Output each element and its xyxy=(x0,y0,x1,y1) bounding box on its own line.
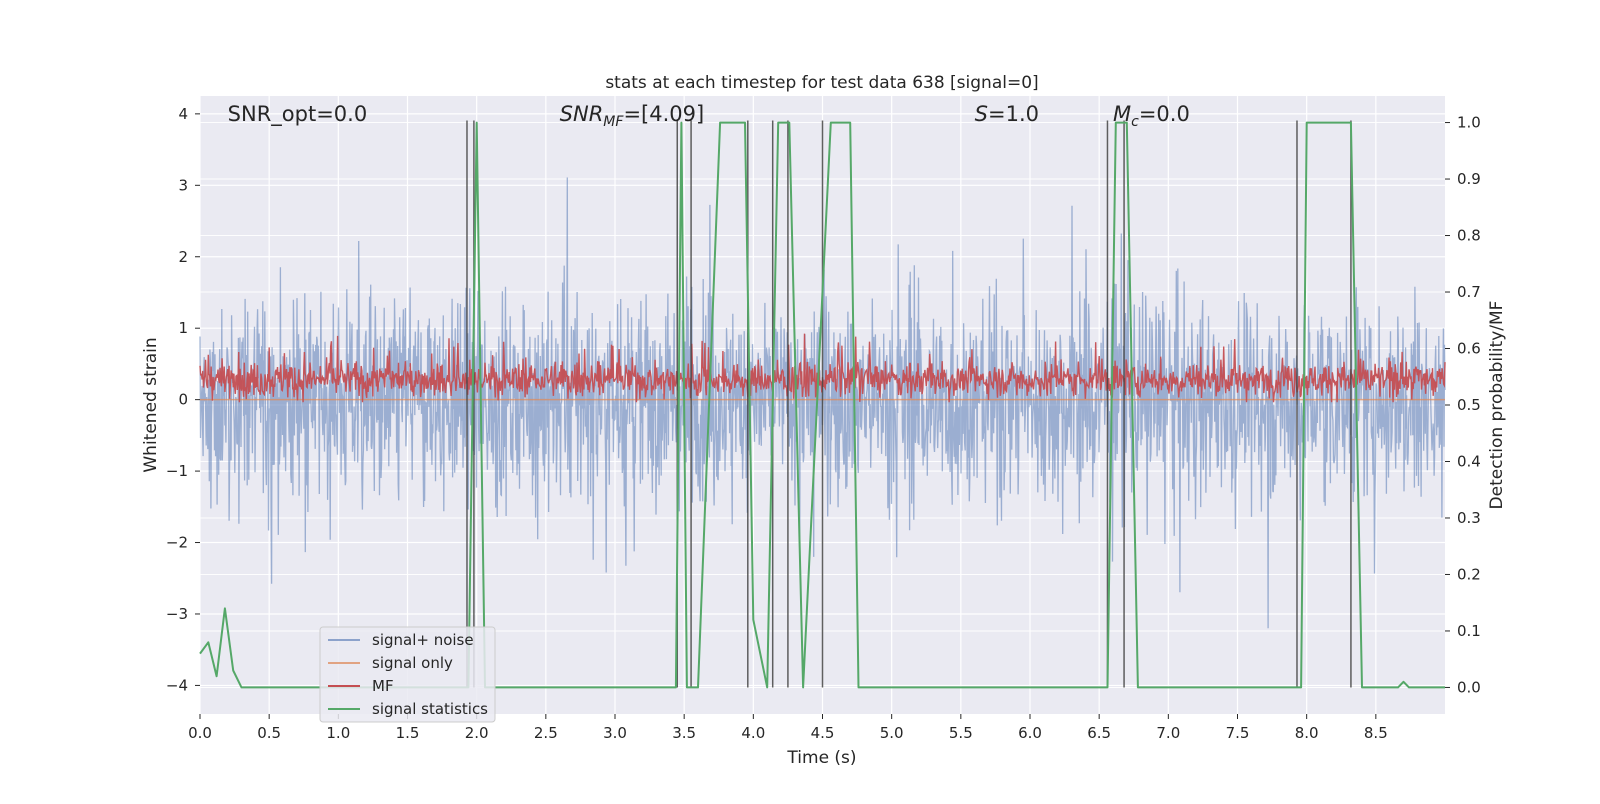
annotation-text: SNR_opt=0.0 xyxy=(228,102,368,127)
annot-layer: SNR_opt=0.0 SNRMF=[4.09] S=1.0 Mc=0.0 xyxy=(228,102,1190,130)
chart-title: stats at each timestep for test data 638… xyxy=(605,73,1038,93)
y-tick-label: −2 xyxy=(166,534,188,552)
y-tick-label: 3 xyxy=(178,176,188,194)
annotation-text: Mc=0.0 xyxy=(1113,102,1190,130)
legend: signal+ noise signal only MF signal stat… xyxy=(319,626,496,723)
annotation-text: SNRMF=[4.09] xyxy=(560,102,705,130)
y-tick-label: −4 xyxy=(166,676,188,694)
x-tick-label: 3.5 xyxy=(672,724,696,742)
y-tick-label: −1 xyxy=(166,462,188,480)
x-tick-label: 5.5 xyxy=(949,724,973,742)
x-tick-label: 5.0 xyxy=(880,724,904,742)
y2-tick-label: 0.9 xyxy=(1457,170,1481,188)
y2-axis-label: Detection probability/MF xyxy=(1487,301,1507,510)
y2-tick-label: 0.8 xyxy=(1457,227,1481,245)
x-tick-label: 6.0 xyxy=(1018,724,1042,742)
legend-label-signal-noise: signal+ noise xyxy=(372,631,474,649)
y2-tick-label: 0.1 xyxy=(1457,622,1481,640)
x-tick-label: 2.0 xyxy=(465,724,489,742)
x-tick-label: 4.0 xyxy=(741,724,765,742)
y-tick-label: 4 xyxy=(178,105,188,123)
y2-tick-label: 0.4 xyxy=(1457,452,1481,470)
y-tick-label: 0 xyxy=(178,391,188,409)
legend-label-mf: MF xyxy=(372,677,394,695)
y-tick-label: −3 xyxy=(166,605,188,623)
y2-tick-label: 0.6 xyxy=(1457,340,1481,358)
y2-tick-label: 0.0 xyxy=(1457,678,1481,696)
y-tick-label: 1 xyxy=(178,319,188,337)
legend-label-signal-only: signal only xyxy=(372,654,453,672)
legend-box xyxy=(319,626,496,723)
x-axis-label: Time (s) xyxy=(786,748,856,768)
x-tick-label: 8.5 xyxy=(1364,724,1388,742)
x-tick-label: 4.5 xyxy=(811,724,835,742)
y2-tick-label: 0.5 xyxy=(1457,396,1481,414)
y-tick-label: 2 xyxy=(178,248,188,266)
y2-tick-label: 0.2 xyxy=(1457,565,1481,583)
x-tick-label: 3.0 xyxy=(603,724,627,742)
x-tick-label: 1.5 xyxy=(396,724,420,742)
annotation-text: S=1.0 xyxy=(975,102,1039,126)
y2-tick-label: 0.7 xyxy=(1457,283,1481,301)
x-tick-label: 6.5 xyxy=(1087,724,1111,742)
x-tick-label: 7.0 xyxy=(1156,724,1180,742)
legend-label-signal-statistics: signal statistics xyxy=(372,700,488,718)
y2-tick-label: 0.3 xyxy=(1457,509,1481,527)
x-tick-label: 1.0 xyxy=(326,724,350,742)
x-tick-label: 0.0 xyxy=(188,724,212,742)
x-tick-label: 2.5 xyxy=(534,724,558,742)
x-tick-label: 8.0 xyxy=(1295,724,1319,742)
tick-layer: 0.0 0.5 1.0 1.5 2.0 2.5 3.0 3.5 4.0 4.5 5.0 5.5 6.0 6… xyxy=(166,105,1481,742)
y2-tick-label: 1.0 xyxy=(1457,114,1481,132)
x-tick-label: 7.5 xyxy=(1226,724,1250,742)
x-tick-label: 0.5 xyxy=(257,724,281,742)
y-axis-label: Whitened strain xyxy=(141,337,161,472)
